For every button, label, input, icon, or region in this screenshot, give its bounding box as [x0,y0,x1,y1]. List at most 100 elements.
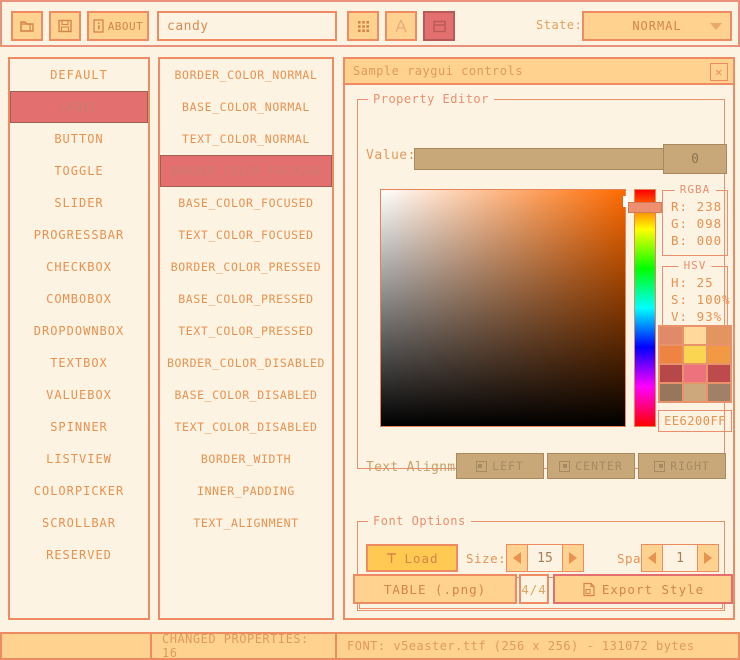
rgba-g-value: 098 [696,216,723,231]
controls-list-panel[interactable]: DEFAULT LABEL BUTTON TOGGLE SLIDER PROGRESSBA… [8,57,150,620]
control-item-colorpicker[interactable]: COLORPICKER [33,484,125,498]
color-swatch[interactable] [708,365,730,382]
sample-controls-window: Sample raygui controls ✕ Property Editor… [343,57,735,620]
control-item-default[interactable]: DEFAULT [50,68,108,82]
property-item-text-color-normal[interactable]: TEXT_COLOR_NORMAL [182,132,310,146]
property-item-inner-padding[interactable]: INNER_PADDING [197,484,295,498]
font-spacing-spinner[interactable]: 1 [641,544,719,572]
color-swatch[interactable] [684,346,706,363]
status-changed-properties: CHANGED PROPERTIES: 16 [152,632,337,660]
hex-color-input[interactable]: EE6200FF [658,410,732,432]
property-item-base-color-disabled[interactable]: BASE_COLOR_DISABLED [174,388,318,402]
property-editor-group: Property Editor Value: 0 RGBA R: 238 G: … [357,92,732,479]
color-swatch[interactable] [684,327,706,344]
arrow-right-icon[interactable] [697,544,719,572]
open-style-button[interactable] [11,11,43,41]
save-style-button[interactable] [49,11,81,41]
color-swatch[interactable] [708,384,730,401]
font-options-group: Font Options Load Size: 15 Spacing: 1 [357,514,725,611]
color-swatch[interactable] [660,327,682,344]
control-item-combobox[interactable]: COMBOBOX [46,292,112,306]
sv-cursor[interactable] [623,196,628,207]
value-number-box[interactable]: 0 [663,144,727,174]
property-item-base-color-normal[interactable]: BASE_COLOR_NORMAL [182,100,310,114]
window-titlebar[interactable]: Sample raygui controls ✕ [345,59,733,85]
grid-toggle-button[interactable] [347,11,379,41]
property-item-border-color-disabled[interactable]: BORDER_COLOR_DISABLED [167,356,325,370]
hsv-h-label: H: [671,275,689,290]
font-a-icon [393,18,409,34]
align-right-icon [654,460,666,472]
floppy-disk-icon [57,18,73,34]
value-slider[interactable] [414,148,699,170]
hsv-h-value: 25 [696,275,714,290]
hue-cursor[interactable] [628,201,662,213]
font-spacing-value[interactable]: 1 [663,544,697,572]
color-swatch-grid[interactable] [658,325,732,403]
control-item-valuebox[interactable]: VALUEBOX [46,388,112,402]
style-name-input[interactable]: candy [157,11,337,41]
hue-slider[interactable] [628,189,662,427]
properties-list-panel[interactable]: BORDER_COLOR_NORMAL BASE_COLOR_NORMAL TEXT… [158,57,334,620]
hsv-title: HSV [678,259,712,272]
rgba-b-row: B: 000 [663,232,727,249]
arrow-right-icon[interactable] [562,544,584,572]
control-item-textbox[interactable]: TEXTBOX [50,356,108,370]
value-label: Value: [366,148,416,163]
color-swatch[interactable] [660,346,682,363]
export-table-button[interactable]: TABLE (.png) [353,574,517,604]
property-item-text-color-pressed[interactable]: TEXT_COLOR_PRESSED [178,324,314,338]
property-item-text-color-disabled[interactable]: TEXT_COLOR_DISABLED [174,420,318,434]
property-item-base-color-focused[interactable]: BASE_COLOR_FOCUSED [178,196,314,210]
align-center-label: CENTER [575,459,623,473]
page-counter: 4/4 [519,574,549,604]
state-value: NORMAL [632,19,682,33]
control-item-scrollbar[interactable]: SCROLLBAR [41,516,117,530]
color-swatch[interactable] [660,365,682,382]
font-size-label: Size: [466,551,507,566]
font-preview-button[interactable] [385,11,417,41]
property-item-border-width[interactable]: BORDER_WIDTH [200,452,292,466]
property-item-base-color-pressed[interactable]: BASE_COLOR_PRESSED [178,292,314,306]
control-item-spinner[interactable]: SPINNER [50,420,108,434]
property-item-border-color-focused[interactable]: BORDER_COLOR_FOCUSED [160,155,332,187]
align-right-button[interactable]: RIGHT [638,453,726,479]
control-item-label[interactable]: LABEL [10,91,148,123]
control-item-progressbar[interactable]: PROGRESSBAR [33,228,125,242]
export-style-button[interactable]: Export Style [553,574,733,604]
align-center-button[interactable]: CENTER [547,453,635,479]
font-size-value[interactable]: 15 [528,544,562,572]
property-item-border-color-pressed[interactable]: BORDER_COLOR_PRESSED [170,260,322,274]
align-center-icon [559,460,571,472]
saturation-value-picker[interactable] [380,189,628,427]
control-item-toggle[interactable]: TOGGLE [54,164,104,178]
text-alignment-label: Text Alignment [366,460,466,475]
color-swatch[interactable] [708,346,730,363]
control-item-button[interactable]: BUTTON [54,132,104,146]
property-item-text-alignment[interactable]: TEXT_ALIGNMENT [193,516,299,530]
close-icon[interactable]: ✕ [710,63,728,81]
font-size-spinner[interactable]: 15 [506,544,584,572]
load-font-button[interactable]: Load [366,544,458,572]
color-swatch[interactable] [684,384,706,401]
color-swatch[interactable] [684,365,706,382]
align-left-button[interactable]: LEFT [456,453,544,479]
control-item-checkbox[interactable]: CHECKBOX [46,260,112,274]
control-item-listview[interactable]: LISTVIEW [46,452,112,466]
state-label: State: [536,18,583,32]
state-dropdown[interactable]: NORMAL [582,11,732,41]
window-title: Sample raygui controls [353,64,523,78]
control-item-reserved[interactable]: RESERVED [46,548,112,562]
property-item-border-color-normal[interactable]: BORDER_COLOR_NORMAL [174,68,318,82]
color-swatch[interactable] [660,384,682,401]
property-item-text-color-focused[interactable]: TEXT_COLOR_FOCUSED [178,228,314,242]
arrow-left-icon[interactable] [641,544,663,572]
window-preview-button[interactable] [423,11,455,41]
hsv-s-row: S: 100% [663,291,730,308]
about-button[interactable]: ABOUT [87,11,149,41]
color-swatch[interactable] [708,327,730,344]
arrow-left-icon[interactable] [506,544,528,572]
control-item-dropdownbox[interactable]: DROPDOWNBOX [33,324,125,338]
control-item-slider[interactable]: SLIDER [54,196,104,210]
chevron-down-icon [710,22,722,30]
